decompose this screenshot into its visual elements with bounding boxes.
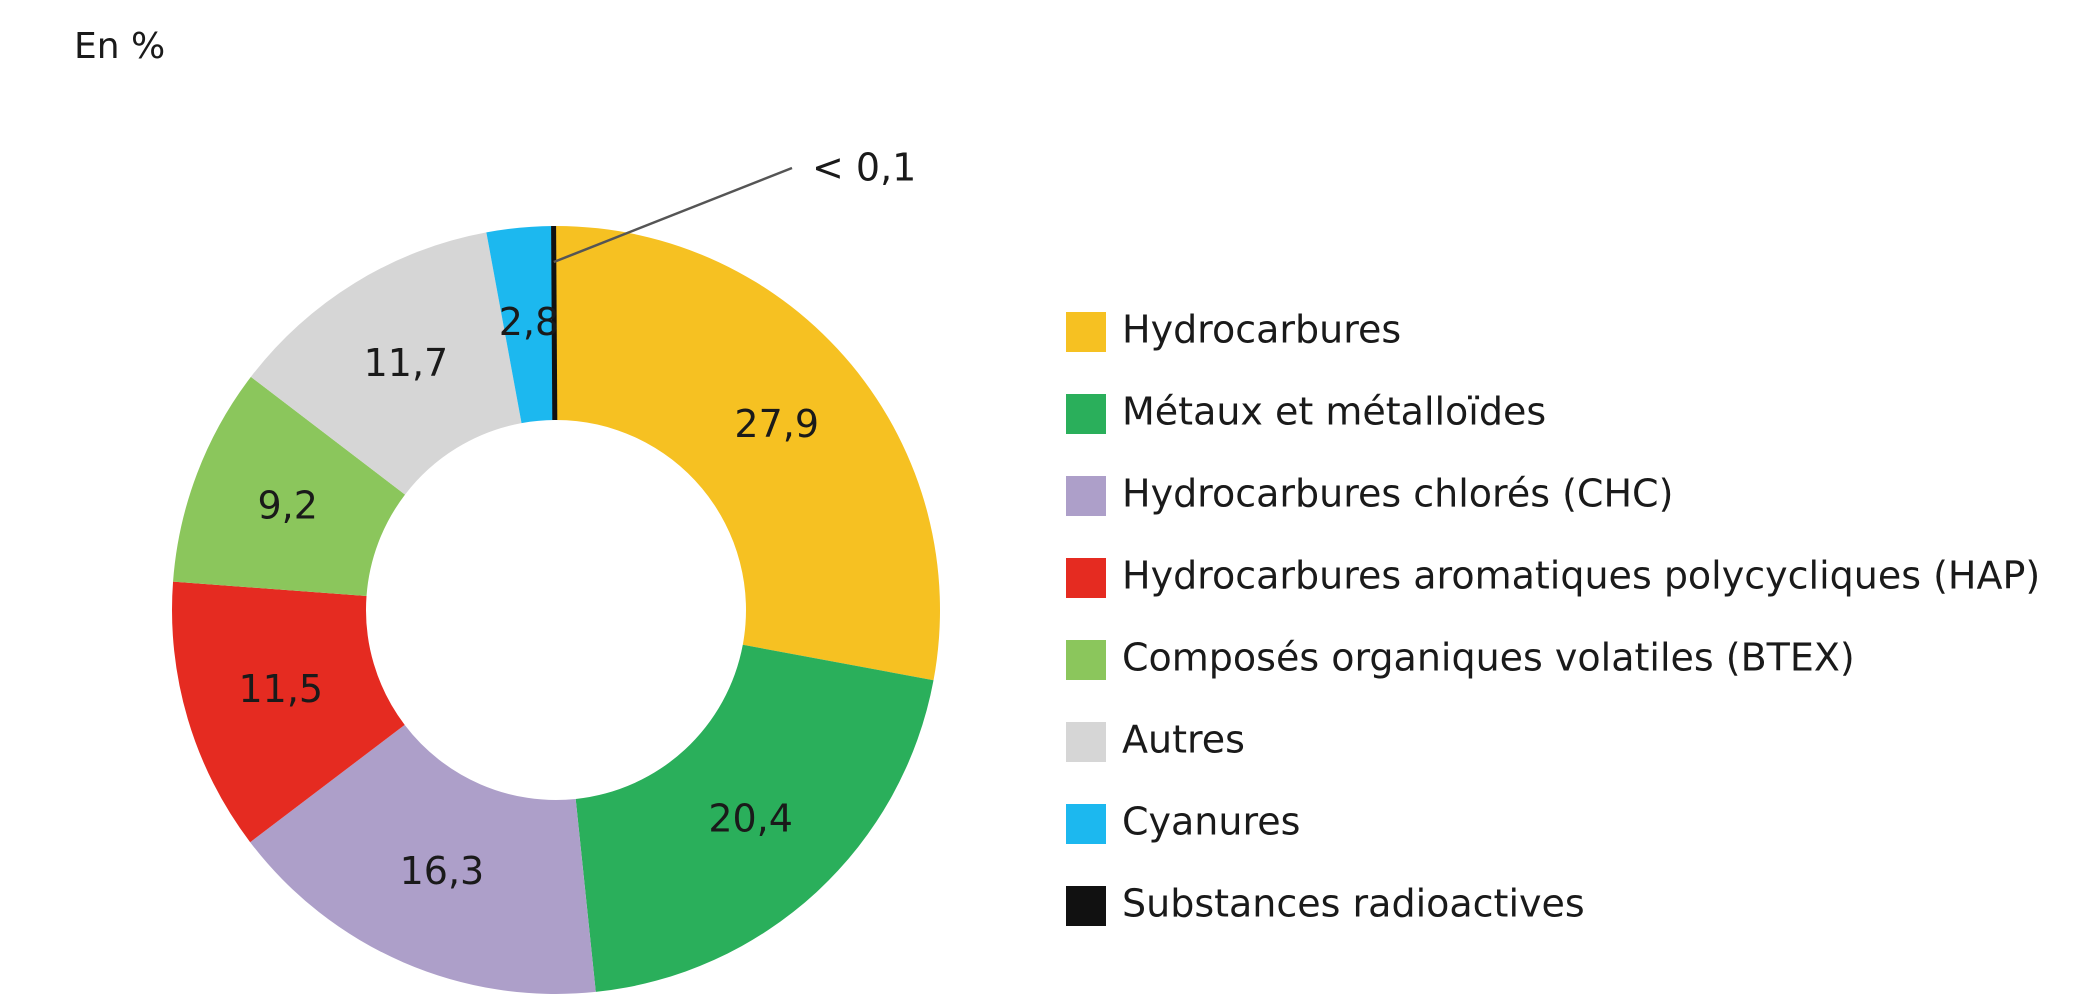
slice-composes-organiques-volatiles-btex	[173, 376, 406, 596]
slice-hydrocarbures-aromatiques-polycycliques-hap	[172, 581, 405, 843]
slice-substances-radioactives-line	[551, 225, 558, 421]
legend-label-hydrocarbures-aromatiques-polycycliques-hap: Hydrocarbures aromatiques polycycliques …	[1122, 554, 2040, 598]
slice-label-hydrocarbures-chlores-chc: 16,3	[400, 849, 485, 893]
legend-label-composes-organiques-volatiles-btex: Composés organiques volatiles (BTEX)	[1122, 636, 1855, 680]
legend-swatch-composes-organiques-volatiles-btex	[1066, 640, 1106, 680]
unit-label: En %	[74, 26, 165, 67]
leader-line-substances-radioactives	[553, 166, 793, 264]
legend-swatch-hydrocarbures	[1066, 312, 1106, 352]
slice-label-metaux-et-metalloides: 20,4	[708, 796, 793, 840]
legend-swatch-substances-radioactives	[1066, 886, 1106, 926]
slice-label-autres: 11,7	[364, 341, 449, 385]
legend-swatch-hydrocarbures-aromatiques-polycycliques-hap	[1066, 558, 1106, 598]
legend-label-substances-radioactives: Substances radioactives	[1122, 882, 1585, 926]
legend-swatch-metaux-et-metalloides	[1066, 394, 1106, 434]
legend-swatch-autres	[1066, 722, 1106, 762]
slice-label-hydrocarbures: 27,9	[734, 402, 819, 446]
slice-label-substances-radioactives: < 0,1	[812, 146, 916, 190]
legend-swatch-cyanures	[1066, 804, 1106, 844]
slice-metaux-et-metalloides	[575, 644, 934, 992]
slice-label-composes-organiques-volatiles-btex: 9,2	[258, 484, 318, 528]
slice-autres	[250, 232, 522, 495]
legend-label-hydrocarbures: Hydrocarbures	[1122, 308, 1401, 352]
legend-label-metaux-et-metalloides: Métaux et métalloïdes	[1122, 390, 1546, 434]
legend-label-cyanures: Cyanures	[1122, 800, 1300, 844]
slice-cyanures	[486, 226, 555, 424]
legend: Hydrocarbures Métaux et métalloïdes Hydroc…	[1066, 308, 2040, 926]
legend-label-autres: Autres	[1122, 718, 1245, 762]
slice-hydrocarbures-chlores-chc	[250, 724, 596, 994]
slice-label-hydrocarbures-aromatiques-polycycliques-hap: 11,5	[238, 667, 323, 711]
legend-swatch-hydrocarbures-chlores-chc	[1066, 476, 1106, 516]
slice-labels: 27,9 20,4 16,3 11,5 9,2 11,7 2,8 < 0,1	[238, 146, 916, 893]
donut-slices	[172, 225, 940, 994]
slice-hydrocarbures	[556, 226, 940, 681]
slice-label-cyanures: 2,8	[499, 300, 559, 344]
legend-label-hydrocarbures-chlores-chc: Hydrocarbures chlorés (CHC)	[1122, 472, 1673, 516]
